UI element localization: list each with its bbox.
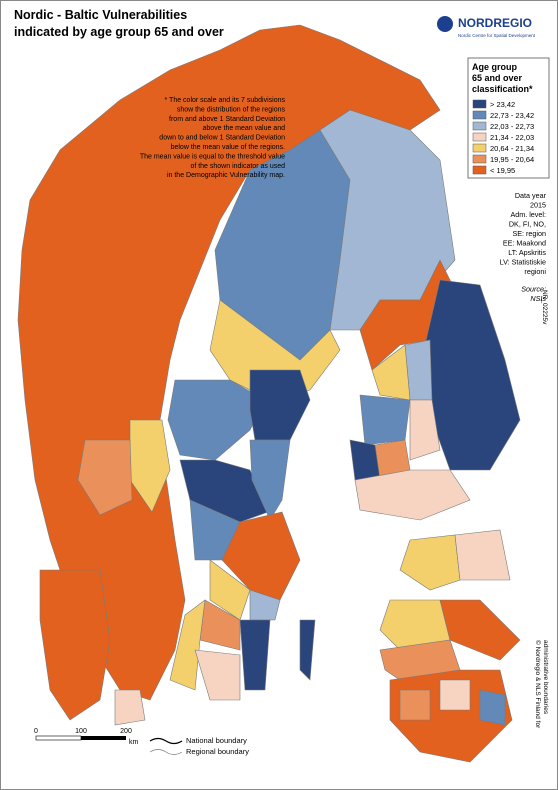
region bbox=[299, 619, 316, 681]
region bbox=[409, 399, 441, 461]
regions bbox=[17, 24, 521, 763]
note-line: in the Demographic Vulnerability map. bbox=[167, 172, 285, 179]
region bbox=[169, 599, 206, 691]
region bbox=[239, 619, 271, 691]
note-line: show the distribution of the regions bbox=[177, 106, 286, 113]
logo-name: NORDREGIO bbox=[458, 16, 532, 30]
region bbox=[249, 439, 291, 521]
scale-segment bbox=[35, 735, 82, 741]
note-line: below the mean value of the regions. bbox=[171, 144, 285, 151]
legend-swatch bbox=[472, 143, 487, 153]
legend-title: Age group bbox=[472, 62, 517, 72]
region bbox=[439, 679, 471, 711]
note-line: from and above 1 Standard Deviation bbox=[169, 116, 285, 123]
info-line: regioni bbox=[524, 267, 546, 276]
info-line: DK, FI, NO, bbox=[509, 220, 546, 229]
source-label: Source: bbox=[521, 285, 546, 294]
title: indicated by age group 65 and over bbox=[14, 25, 224, 39]
scale-unit: km bbox=[129, 739, 139, 746]
region bbox=[354, 469, 471, 521]
legend-label: < 19,95 bbox=[490, 166, 515, 175]
note-line: above the mean value and bbox=[202, 125, 285, 132]
title: Nordic - Baltic Vulnerabilities bbox=[14, 8, 187, 22]
regional-boundary-symbol bbox=[149, 749, 183, 755]
info-line: Adm. level: bbox=[510, 210, 546, 219]
boundary-label: Regional boundary bbox=[186, 747, 249, 756]
credits: administrative boundaries bbox=[542, 640, 549, 715]
info-line: LT: Apskritis bbox=[508, 248, 546, 257]
note: * The color scale and its 7 subdivisions… bbox=[140, 97, 286, 179]
region bbox=[114, 689, 146, 726]
region bbox=[439, 599, 521, 661]
national-boundary-symbol bbox=[149, 737, 183, 745]
boundary-label: National boundary bbox=[186, 736, 247, 745]
legend-title: 65 and over bbox=[472, 73, 523, 83]
source-value: NSIs bbox=[530, 294, 546, 303]
region bbox=[209, 299, 341, 401]
region bbox=[194, 649, 241, 701]
legend-label: 22,73 - 23,42 bbox=[490, 111, 534, 120]
legend-swatch bbox=[472, 110, 487, 120]
region bbox=[359, 394, 411, 446]
note-line: * The color scale and its 7 subdivisions bbox=[165, 97, 286, 104]
region bbox=[249, 589, 281, 621]
legend-swatch bbox=[472, 121, 487, 131]
credits: © Nordregio & NLS Finland for bbox=[534, 640, 542, 729]
region bbox=[399, 689, 431, 721]
region bbox=[39, 569, 111, 721]
region bbox=[454, 529, 511, 581]
info-line: 2015 bbox=[530, 201, 546, 210]
legend-label: > 23,42 bbox=[490, 100, 515, 109]
legend-swatch bbox=[472, 99, 487, 109]
info-line: EE: Maakond bbox=[503, 239, 546, 248]
logo-tagline: Nordic Centre for Spatial Development bbox=[458, 33, 536, 38]
region bbox=[399, 534, 461, 591]
legend-label: 19,95 - 20,64 bbox=[490, 155, 534, 164]
info-line: SE: region bbox=[512, 229, 546, 238]
scale-label: 200 bbox=[120, 728, 132, 735]
map-code: NR_02225v bbox=[541, 290, 548, 325]
legend-swatch bbox=[472, 154, 487, 164]
region bbox=[479, 689, 506, 726]
region bbox=[167, 379, 266, 461]
legend-label: 22,03 - 22,73 bbox=[490, 122, 534, 131]
note-line: The mean value is equal to the threshold… bbox=[140, 153, 285, 160]
region bbox=[77, 439, 133, 516]
scale-label: 0 bbox=[34, 728, 38, 735]
legend-title: classification* bbox=[472, 84, 533, 94]
legend-label: 20,64 - 21,34 bbox=[490, 144, 534, 153]
scale-bar bbox=[35, 735, 126, 741]
scale-segment bbox=[81, 736, 126, 740]
logo-icon bbox=[437, 16, 453, 32]
legend-label: 21,34 - 22,03 bbox=[490, 133, 534, 142]
note-line: down to and below 1 Standard Deviation bbox=[159, 135, 285, 142]
scale-labels: 0 100 200 km bbox=[34, 728, 138, 746]
legend-swatch bbox=[472, 165, 487, 175]
legend-swatch bbox=[472, 132, 487, 142]
note-line: of the shown indicator as used bbox=[190, 163, 285, 170]
info-line: Data year bbox=[515, 191, 547, 200]
info-line: LV: Statistiskie bbox=[500, 258, 546, 267]
scale-label: 100 bbox=[75, 728, 87, 735]
